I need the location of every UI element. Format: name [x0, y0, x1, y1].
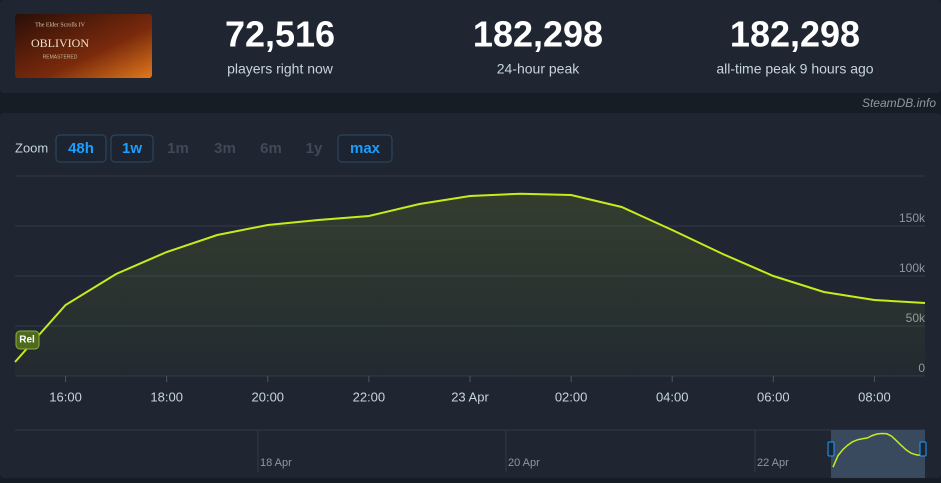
zoom-button[interactable]: [110, 134, 154, 163]
x-tick-label: 22:00: [353, 389, 386, 404]
x-tick-label: 18:00: [150, 389, 183, 404]
navigator-window[interactable]: [831, 430, 925, 478]
art-series: The Elder Scrolls IV: [35, 22, 85, 28]
stat-value: 182,298: [730, 14, 860, 55]
x-tick-label: 06:00: [757, 389, 790, 404]
game-art: [15, 14, 152, 78]
stat-value: 182,298: [473, 14, 603, 55]
stats: 72,516 players right now 182,298 24-hour pe…: [225, 14, 874, 77]
stat-label: all-time peak 9 hours ago: [716, 61, 873, 77]
navigator-label: 20 Apr: [508, 457, 540, 469]
navigator-label: 22 Apr: [757, 457, 789, 469]
zoom-button-text[interactable]: 6m: [260, 140, 282, 157]
header-panel: [0, 0, 941, 93]
zoom-button-text[interactable]: 1m: [167, 140, 189, 157]
zoom-label: Zoom: [15, 140, 48, 155]
stat-label: players right now: [227, 61, 334, 77]
area: [15, 193, 925, 376]
zoom-button[interactable]: [337, 134, 393, 163]
stat-value: 72,516: [225, 14, 335, 55]
x-tick-label: 23 Apr: [451, 389, 489, 404]
navigator-line: [832, 432, 922, 468]
navigator: 18 Apr 20 Apr 22 Apr: [257, 430, 927, 472]
art-edition: REMASTERED: [43, 54, 78, 60]
y-tick-label: 100k: [899, 261, 926, 275]
zoom-button[interactable]: [55, 134, 107, 163]
y-tick-label: 150k: [899, 211, 926, 225]
zoom-button-text[interactable]: 48h: [68, 140, 94, 157]
annotation: Rel: [19, 335, 35, 346]
zoom-button-text[interactable]: 1y: [306, 140, 323, 157]
art-title: OBLIVION: [31, 36, 89, 50]
zoom-button-text[interactable]: 1w: [122, 140, 142, 157]
annotation-flag: [15, 330, 40, 350]
x-tick-label: 04:00: [656, 389, 689, 404]
navigator-handle[interactable]: [827, 441, 835, 457]
navigator-handle[interactable]: [919, 441, 927, 457]
zoom-buttons: 48h 1w 1m 3m 6m 1y max: [55, 134, 393, 163]
x-tick-label: 20:00: [252, 389, 285, 404]
navigator-label: 18 Apr: [260, 457, 292, 469]
x-tick-label: 08:00: [858, 389, 891, 404]
credit: SteamDB.info: [862, 96, 936, 110]
x-tick-label: 16:00: [49, 389, 82, 404]
zoom-button-text[interactable]: max: [350, 140, 381, 157]
line: [14, 192, 926, 363]
zoom-button-text[interactable]: 3m: [214, 140, 236, 157]
stat-label: 24-hour peak: [497, 61, 581, 77]
x-tick-label: 02:00: [555, 389, 588, 404]
